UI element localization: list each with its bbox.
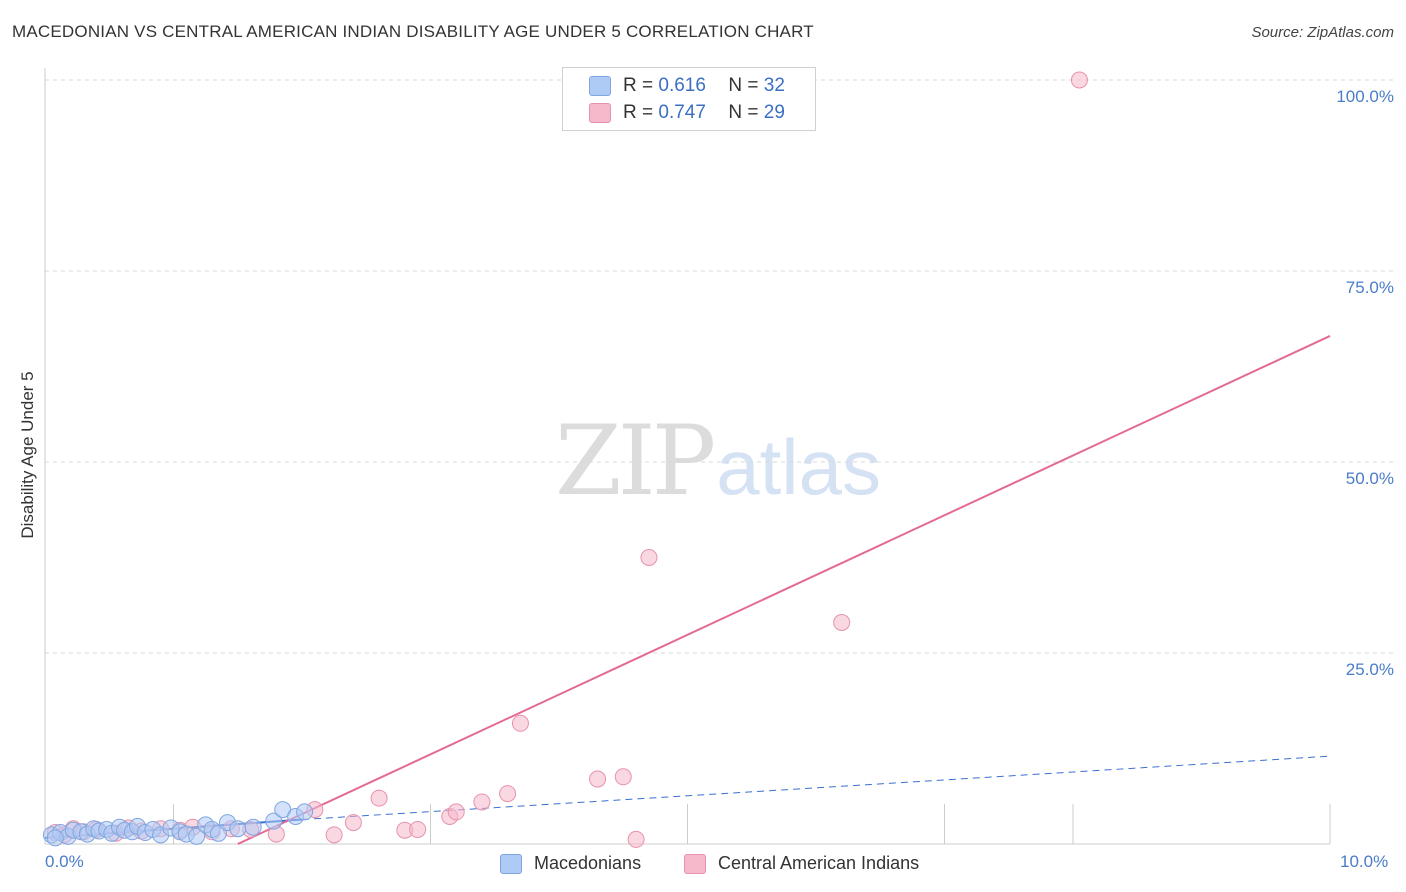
blue-swatch-icon	[589, 76, 611, 96]
y-axis-label: Disability Age Under 5	[18, 371, 37, 539]
data-point-central-american-indians	[473, 793, 491, 811]
data-point-central-american-indians	[409, 820, 427, 838]
watermark-zip: ZIP	[555, 405, 716, 517]
data-point-central-american-indians	[589, 770, 607, 788]
data-point-macedonians	[188, 827, 206, 845]
legend-label: Central American Indians	[718, 853, 920, 873]
series-central-american-indians	[46, 71, 1088, 848]
macedonians-trend-extension	[301, 755, 1331, 821]
data-point-central-american-indians	[499, 785, 517, 803]
y-tick-label: 50.0%	[1345, 469, 1394, 488]
data-point-central-american-indians	[833, 613, 851, 631]
data-point-central-american-indians	[344, 814, 362, 832]
pink-swatch-icon	[684, 853, 706, 874]
n-label: N =	[728, 75, 759, 96]
central-american-indians-trend-line	[237, 335, 1331, 845]
data-point-central-american-indians	[614, 768, 632, 786]
trend-lines	[44, 335, 1331, 845]
data-point-central-american-indians	[640, 549, 658, 566]
data-point-macedonians	[229, 820, 247, 838]
axes	[44, 68, 1331, 845]
correlation-legend: R = 0.616 N = 32 R = 0.747 N = 29	[562, 67, 816, 131]
data-point-central-american-indians	[1070, 71, 1088, 89]
data-point-central-american-indians	[511, 714, 529, 732]
grid-lines	[45, 79, 1395, 654]
pink-swatch-icon	[589, 103, 611, 123]
watermark-atlas: atlas	[716, 423, 881, 511]
n-label: N =	[728, 102, 759, 123]
legend-item-central-american-indians[interactable]: Central American Indians	[684, 853, 919, 874]
chart-title: MACEDONIAN VS CENTRAL AMERICAN INDIAN DI…	[12, 22, 814, 41]
blue-swatch-icon	[500, 853, 522, 874]
legend-item-macedonians[interactable]: Macedonians	[500, 853, 641, 874]
r-label: R =	[623, 75, 654, 96]
x-tick-label: 0.0%	[45, 852, 84, 871]
legend-row-central-american-indians: R = 0.747 N = 29	[589, 101, 785, 125]
r-label: R =	[623, 102, 654, 123]
legend-label: Macedonians	[534, 853, 642, 873]
source-label: Source: ZipAtlas.com	[1251, 24, 1394, 41]
watermark: ZIPatlas	[555, 405, 881, 517]
n-value: 32	[763, 75, 785, 96]
data-point-central-american-indians	[447, 803, 465, 821]
y-tick-label: 25.0%	[1345, 660, 1394, 679]
y-tick-label: 100.0%	[1336, 87, 1394, 106]
data-point-central-american-indians	[325, 826, 343, 844]
legend-row-macedonians: R = 0.616 N = 32	[589, 74, 785, 98]
data-point-macedonians	[46, 829, 64, 847]
n-value: 29	[763, 102, 785, 123]
x-tick-label: 10.0%	[1340, 852, 1389, 871]
y-tick-label: 75.0%	[1345, 278, 1394, 297]
data-point-macedonians	[265, 812, 283, 830]
data-point-macedonians	[296, 803, 314, 821]
data-point-central-american-indians	[370, 789, 388, 807]
r-value: 0.616	[658, 75, 706, 96]
data-point-central-american-indians	[627, 830, 645, 848]
data-point-macedonians	[244, 818, 262, 836]
r-value: 0.747	[658, 102, 706, 123]
series-macedonians	[42, 801, 314, 847]
